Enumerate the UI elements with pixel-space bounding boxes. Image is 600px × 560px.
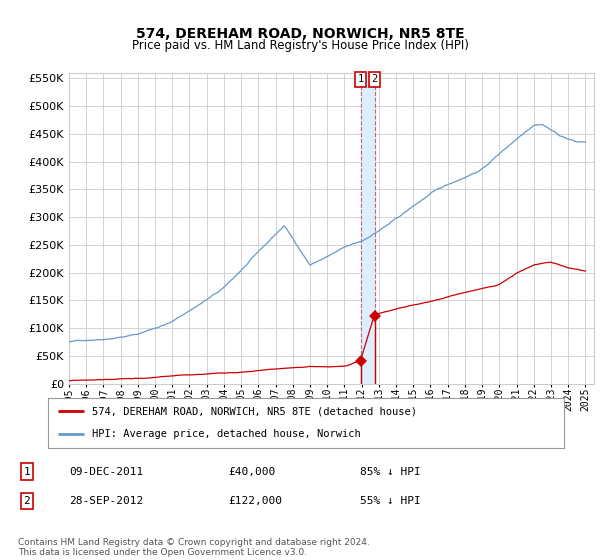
Text: 2: 2 <box>23 496 31 506</box>
Bar <box>361 73 374 384</box>
Text: HPI: Average price, detached house, Norwich: HPI: Average price, detached house, Norw… <box>92 430 361 440</box>
Text: 574, DEREHAM ROAD, NORWICH, NR5 8TE (detached house): 574, DEREHAM ROAD, NORWICH, NR5 8TE (det… <box>92 406 417 416</box>
Text: 1: 1 <box>358 74 364 85</box>
Text: Contains HM Land Registry data © Crown copyright and database right 2024.
This d: Contains HM Land Registry data © Crown c… <box>18 538 370 557</box>
Text: 2: 2 <box>371 74 377 85</box>
Text: Price paid vs. HM Land Registry's House Price Index (HPI): Price paid vs. HM Land Registry's House … <box>131 39 469 53</box>
Text: £40,000: £40,000 <box>228 466 275 477</box>
Text: 85% ↓ HPI: 85% ↓ HPI <box>360 466 421 477</box>
Text: £122,000: £122,000 <box>228 496 282 506</box>
Text: 574, DEREHAM ROAD, NORWICH, NR5 8TE: 574, DEREHAM ROAD, NORWICH, NR5 8TE <box>136 27 464 41</box>
Text: 09-DEC-2011: 09-DEC-2011 <box>69 466 143 477</box>
Text: 1: 1 <box>23 466 31 477</box>
Text: 55% ↓ HPI: 55% ↓ HPI <box>360 496 421 506</box>
Text: 28-SEP-2012: 28-SEP-2012 <box>69 496 143 506</box>
